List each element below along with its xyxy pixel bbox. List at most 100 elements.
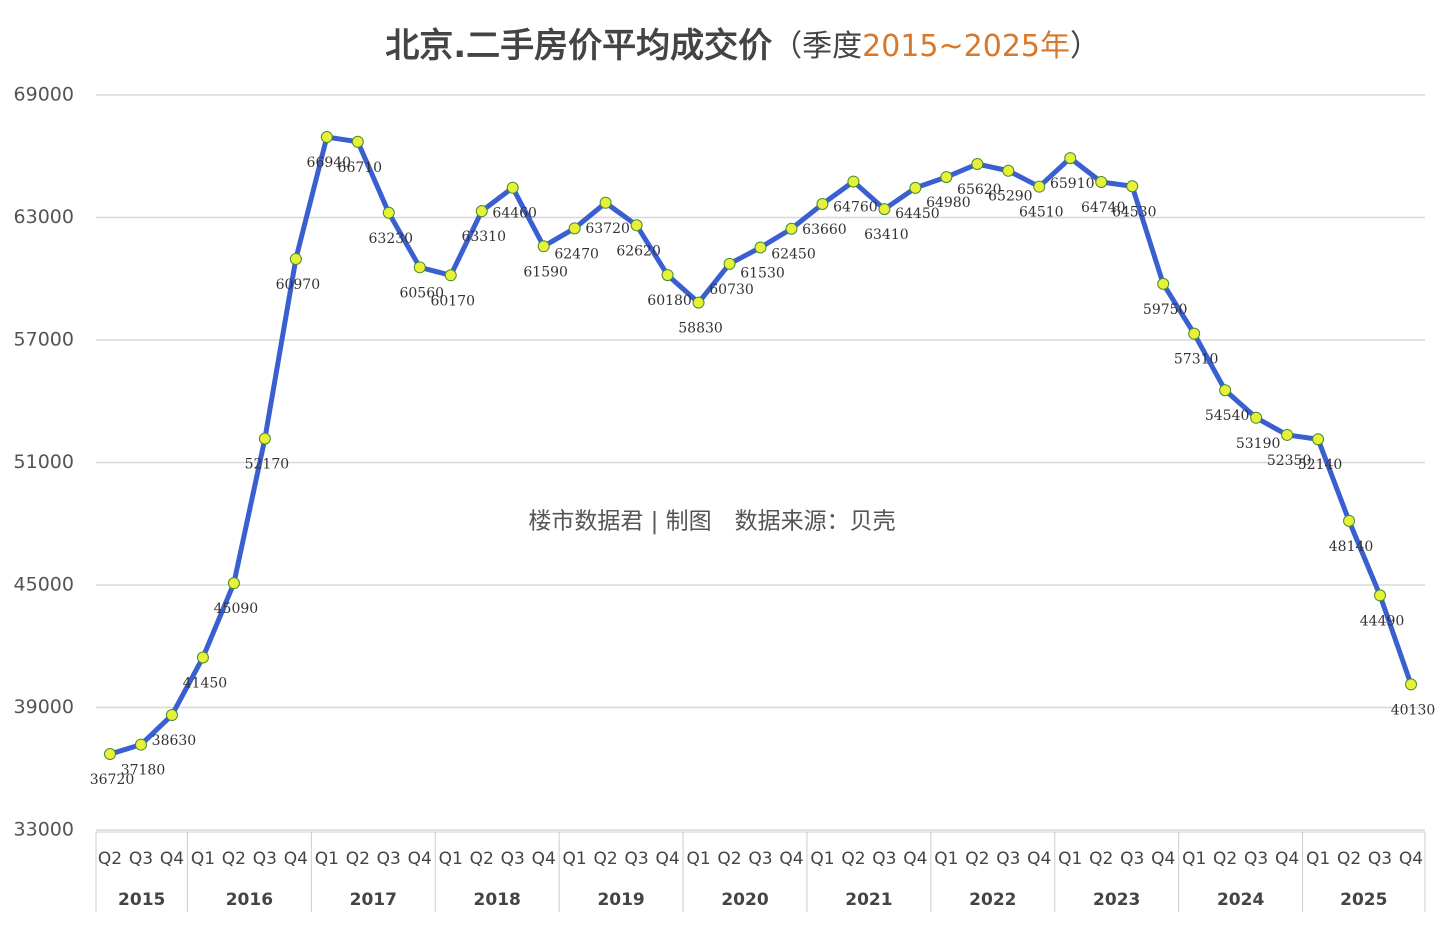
x-tick-label: Q2 — [1089, 849, 1113, 869]
point — [104, 748, 116, 761]
x-tick-label: Q3 — [253, 849, 277, 869]
point — [475, 205, 488, 218]
x-tick-label: Q4 — [408, 849, 432, 869]
point — [289, 252, 302, 265]
point — [1157, 277, 1170, 290]
value-label: 60170 — [430, 293, 475, 309]
value-label: 62620 — [616, 243, 661, 259]
x-tick-label: Q3 — [624, 849, 648, 869]
point — [1312, 433, 1325, 446]
year-label: 2016 — [226, 890, 273, 910]
point — [1219, 384, 1232, 397]
point — [940, 171, 953, 184]
value-label: 45090 — [214, 601, 259, 617]
point — [599, 196, 612, 209]
value-label: 61530 — [740, 266, 785, 282]
point — [1064, 152, 1077, 165]
point — [568, 222, 581, 235]
line — [109, 134, 1414, 757]
value-label: 63410 — [864, 227, 909, 243]
year-label: 2022 — [969, 890, 1016, 910]
value-label: 52350 — [1267, 453, 1312, 469]
point — [785, 222, 798, 235]
year-label: 2025 — [1340, 890, 1387, 910]
point — [1281, 428, 1294, 441]
x-tick-label: Q3 — [996, 849, 1020, 869]
value-label: 53190 — [1236, 436, 1281, 452]
point — [196, 651, 209, 664]
point — [320, 131, 333, 144]
value-label: 60970 — [276, 277, 321, 293]
x-tick-label: Q4 — [1275, 849, 1299, 869]
year-label: 2015 — [118, 890, 165, 910]
x-tick-label: Q3 — [748, 849, 772, 869]
value-label: 44490 — [1360, 613, 1405, 629]
x-tick-label: Q4 — [779, 849, 803, 869]
value-label: 63310 — [461, 229, 506, 245]
y-tick-label: 45000 — [14, 574, 74, 596]
year-label: 2021 — [845, 890, 892, 910]
x-tick-label: Q1 — [1306, 849, 1330, 869]
value-label: 60180 — [647, 293, 692, 309]
point — [816, 198, 829, 211]
value-label: 64460 — [492, 206, 537, 222]
year-label: 2019 — [597, 890, 644, 910]
x-tick-label: Q2 — [222, 849, 246, 869]
x-tick-label: Q1 — [1058, 849, 1082, 869]
x-tick-label: Q2 — [98, 849, 122, 869]
x-tick-label: Q4 — [160, 849, 184, 869]
value-label: 58830 — [678, 321, 723, 337]
value-label: 61590 — [523, 264, 568, 280]
point — [1343, 514, 1356, 527]
value-label: 64740 — [1081, 200, 1126, 216]
point — [506, 181, 519, 194]
point — [134, 738, 147, 751]
point — [1250, 411, 1263, 424]
chart-title: 北京.二手房价平均成交价（季度2015~2025年） — [385, 26, 1100, 66]
subtitle: （季度 — [772, 29, 862, 64]
x-tick-label: Q1 — [439, 849, 463, 869]
x-tick-label: Q2 — [594, 849, 618, 869]
x-tick-label: Q4 — [1399, 849, 1423, 869]
y-tick-label: 57000 — [14, 329, 74, 351]
x-tick-label: Q3 — [1244, 849, 1268, 869]
value-label: 63720 — [585, 221, 630, 237]
point — [444, 269, 457, 282]
x-tick-label: Q2 — [841, 849, 865, 869]
x-tick-label: Q2 — [470, 849, 494, 869]
value-label: 65290 — [988, 189, 1033, 205]
x-tick-label: Q2 — [965, 849, 989, 869]
x-tick-label: Q4 — [655, 849, 679, 869]
value-label: 36720 — [90, 772, 135, 788]
point — [661, 269, 674, 282]
point — [847, 175, 860, 188]
year-label: 2024 — [1217, 890, 1264, 910]
value-label: 66710 — [338, 160, 383, 176]
year-label: 2018 — [474, 890, 521, 910]
point — [692, 296, 705, 309]
x-tick-label: Q3 — [501, 849, 525, 869]
x-tick-label: Q1 — [191, 849, 215, 869]
value-label: 64530 — [1112, 204, 1157, 220]
value-label: 48140 — [1329, 539, 1374, 555]
value-label: 62450 — [771, 247, 816, 263]
point — [878, 203, 891, 216]
x-tick-label: Q4 — [903, 849, 927, 869]
y-tick-label: 51000 — [14, 451, 74, 473]
x-tick-label: Q1 — [1182, 849, 1206, 869]
y-tick-label: 33000 — [14, 819, 74, 841]
x-tick-label: Q1 — [563, 849, 587, 869]
x-tick-label: Q1 — [315, 849, 339, 869]
x-tick-label: Q1 — [686, 849, 710, 869]
value-label: 65910 — [1050, 176, 1095, 192]
point — [723, 257, 736, 270]
subtitle: ） — [1070, 29, 1100, 64]
point — [1126, 180, 1139, 193]
value-label: 59750 — [1143, 302, 1188, 318]
year-label: 2017 — [350, 890, 397, 910]
point — [1095, 175, 1108, 188]
subtitle-years: 2015~2025年 — [862, 29, 1070, 64]
point — [1405, 678, 1417, 691]
x-tick-label: Q1 — [934, 849, 958, 869]
